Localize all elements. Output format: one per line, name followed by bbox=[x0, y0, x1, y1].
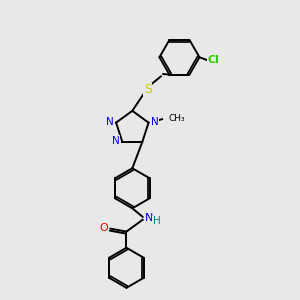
Text: H: H bbox=[153, 216, 160, 226]
Text: N: N bbox=[145, 213, 153, 223]
Text: Cl: Cl bbox=[208, 55, 220, 65]
Text: N: N bbox=[151, 117, 159, 127]
Text: CH₃: CH₃ bbox=[168, 114, 184, 123]
Text: N: N bbox=[106, 117, 113, 127]
Text: O: O bbox=[99, 223, 108, 233]
Text: N: N bbox=[112, 136, 120, 146]
Text: S: S bbox=[144, 83, 152, 96]
